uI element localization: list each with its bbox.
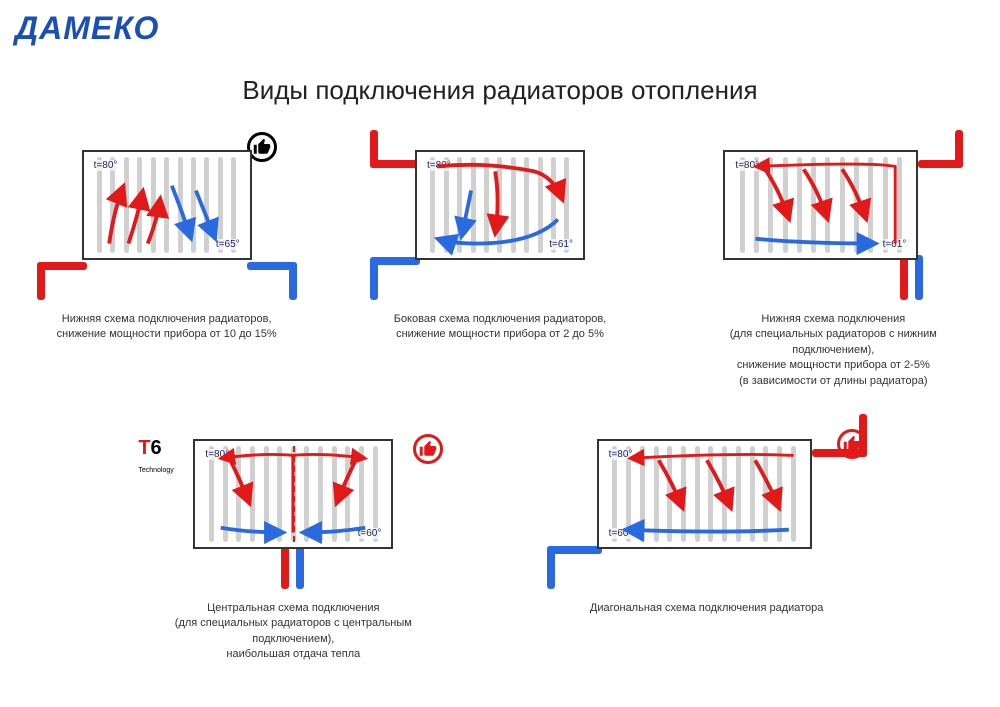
flow-arrows bbox=[195, 441, 391, 547]
pipe-hot-v bbox=[370, 130, 378, 168]
caption: Боковая схема подключения радиаторов, сн… bbox=[394, 312, 607, 343]
diagram-diagonal: t=80° t=60° Диагональная схема подключен… bbox=[527, 429, 887, 663]
logo: ДАМЕКО bbox=[15, 10, 159, 47]
radiator: t=80° t=61° bbox=[723, 150, 918, 260]
row-1: t=80° t=65° Ни bbox=[0, 140, 1000, 389]
logo-text: ДАМЕКО bbox=[15, 10, 159, 46]
pipe-cold bbox=[547, 546, 602, 554]
caption: Диагональная схема подключения радиатора bbox=[590, 601, 824, 616]
pipe-hot-b bbox=[900, 255, 908, 300]
radiator: t=80° t=61° bbox=[415, 150, 585, 260]
pipe-hot bbox=[281, 544, 289, 589]
pipe-cold-v bbox=[547, 546, 555, 589]
radiator-wrap: t=80° t=61° bbox=[370, 140, 630, 300]
diagram-side: t=80° t=61° Боковая схема подключения ра… bbox=[350, 140, 650, 389]
flow-arrows bbox=[725, 152, 916, 258]
pipe-hot-v bbox=[955, 130, 963, 168]
diagram-bottom: t=80° t=65° Ни bbox=[17, 140, 317, 389]
pipe-cold-v bbox=[289, 262, 297, 300]
flow-arrows bbox=[599, 441, 810, 547]
radiator-wrap: t=80° t=61° bbox=[703, 140, 963, 300]
caption: Нижняя схема подключения радиаторов, сни… bbox=[57, 312, 277, 343]
flow-arrows bbox=[84, 152, 250, 258]
radiator-wrap: t=80° t=60° bbox=[143, 429, 443, 589]
flow-arrows bbox=[417, 152, 583, 258]
radiator: t=80° t=60° bbox=[193, 439, 393, 549]
page-title: Виды подключения радиаторов отопления bbox=[0, 75, 1000, 106]
radiator-wrap: t=80° t=60° bbox=[547, 429, 867, 589]
pipe-hot-v bbox=[859, 414, 867, 457]
row-2: T6 Technology t=80° t=60° bbox=[0, 429, 1000, 663]
caption: Нижняя схема подключения (для специальны… bbox=[688, 312, 978, 389]
caption: Центральная схема подключения (для специ… bbox=[148, 601, 438, 663]
radiator-wrap: t=80° t=65° bbox=[37, 140, 297, 300]
pipe-cold bbox=[296, 544, 304, 589]
pipe-cold-b bbox=[915, 255, 923, 300]
diagram-central: T6 Technology t=80° t=60° bbox=[113, 429, 473, 663]
pipe-cold-v bbox=[370, 257, 378, 300]
radiator: t=80° t=60° bbox=[597, 439, 812, 549]
diagrams-container: t=80° t=65° Ни bbox=[0, 140, 1000, 703]
radiator: t=80° t=65° bbox=[82, 150, 252, 260]
diagram-bottom-special: t=80° t=61° Нижняя схема подключения (дл… bbox=[683, 140, 983, 389]
pipe-hot-v bbox=[37, 262, 45, 300]
